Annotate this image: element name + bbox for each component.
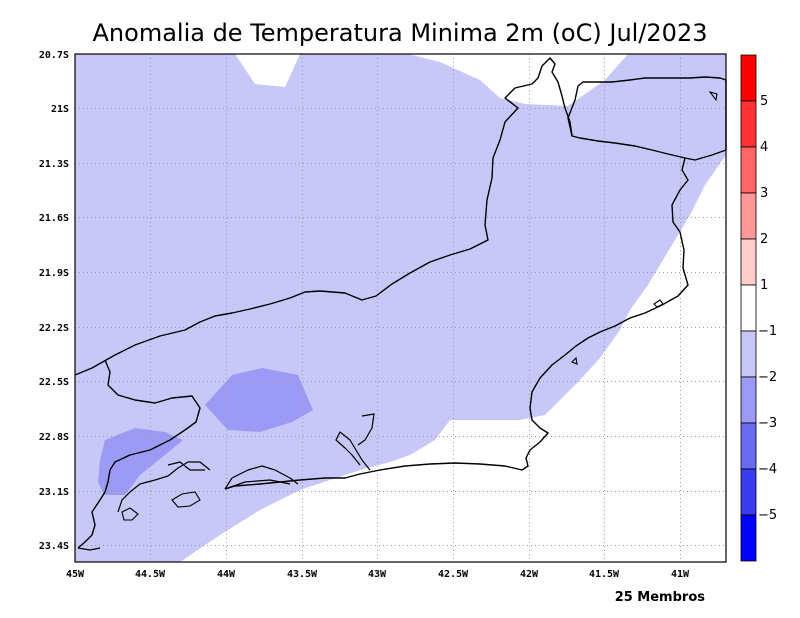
coastline [224, 231, 689, 490]
anomaly-field-minus2-minus3-north [205, 368, 313, 432]
colorbar-label: 5 [760, 94, 768, 109]
y-tick-label: 21S [51, 104, 69, 115]
colorbar-swatch [740, 54, 757, 102]
x-tick-label: 43.5W [287, 569, 318, 580]
colorbar-swatch [740, 376, 757, 424]
colorbar-swatch [740, 468, 757, 516]
y-tick-label: 22.5S [39, 377, 69, 388]
x-tick-label: 44W [217, 569, 236, 580]
anomaly-field-minus1-minus2 [75, 54, 726, 562]
colorbar-label: 1 [760, 278, 768, 293]
y-tick-label: 22.8S [39, 432, 69, 443]
x-tick-label: 41W [671, 569, 690, 580]
colorbar-label: −3 [758, 416, 777, 431]
colorbar-label: 2 [760, 232, 768, 247]
colorbar-swatch [740, 238, 757, 286]
colorbar-labels: 5 4 3 2 1 −1 −2 −3 −4 −5 [758, 94, 777, 523]
islands [121, 91, 718, 521]
colorbar-label: −1 [758, 324, 777, 339]
x-tick-label: 42.5W [438, 569, 469, 580]
colorbar-swatch [740, 284, 757, 332]
colorbar-label: −5 [758, 508, 777, 523]
colorbar-swatch [740, 146, 757, 194]
colorbar-swatch [740, 422, 757, 470]
map-frame [74, 53, 727, 563]
map-gridlines [75, 54, 726, 562]
ensemble-footnote: 25 Membros [615, 590, 706, 605]
map-title: Anomalia de Temperatura Minima 2m (oC) J… [93, 19, 708, 47]
y-tick-label: 21.6S [39, 213, 69, 224]
colorbar-label: 3 [760, 186, 768, 201]
colorbar-swatch [740, 100, 757, 148]
y-axis-ticks: 20.7S 21S 21.3S 21.6S 21.9S 22.2S 22.5S … [39, 50, 69, 552]
colorbar-label: −4 [758, 462, 777, 477]
y-tick-label: 20.7S [39, 50, 69, 61]
y-tick-label: 21.3S [39, 159, 69, 170]
colorbar-swatch [740, 514, 757, 562]
x-tick-label: 45W [66, 569, 85, 580]
x-tick-label: 44.5W [135, 569, 166, 580]
x-axis-ticks: 45W 44.5W 44W 43.5W 43W 42.5W 42W 41.5W … [66, 569, 690, 580]
colorbar-swatch [740, 192, 757, 240]
y-tick-label: 21.9S [39, 268, 69, 279]
y-tick-label: 23.4S [39, 541, 69, 552]
colorbar [740, 54, 757, 562]
y-tick-label: 22.2S [39, 323, 69, 334]
coastline-bays [77, 413, 375, 551]
state-boundary-north [567, 76, 727, 137]
map-plot-area [74, 53, 727, 563]
colorbar-label: 4 [760, 140, 768, 155]
x-tick-label: 42W [520, 569, 539, 580]
y-tick-label: 23.1S [39, 487, 69, 498]
state-boundary-west [77, 359, 201, 549]
colorbar-label: −2 [758, 370, 777, 385]
state-boundary [74, 57, 689, 376]
colorbar-swatch [740, 330, 757, 378]
x-tick-label: 41.5W [589, 569, 620, 580]
x-tick-label: 43W [368, 569, 387, 580]
